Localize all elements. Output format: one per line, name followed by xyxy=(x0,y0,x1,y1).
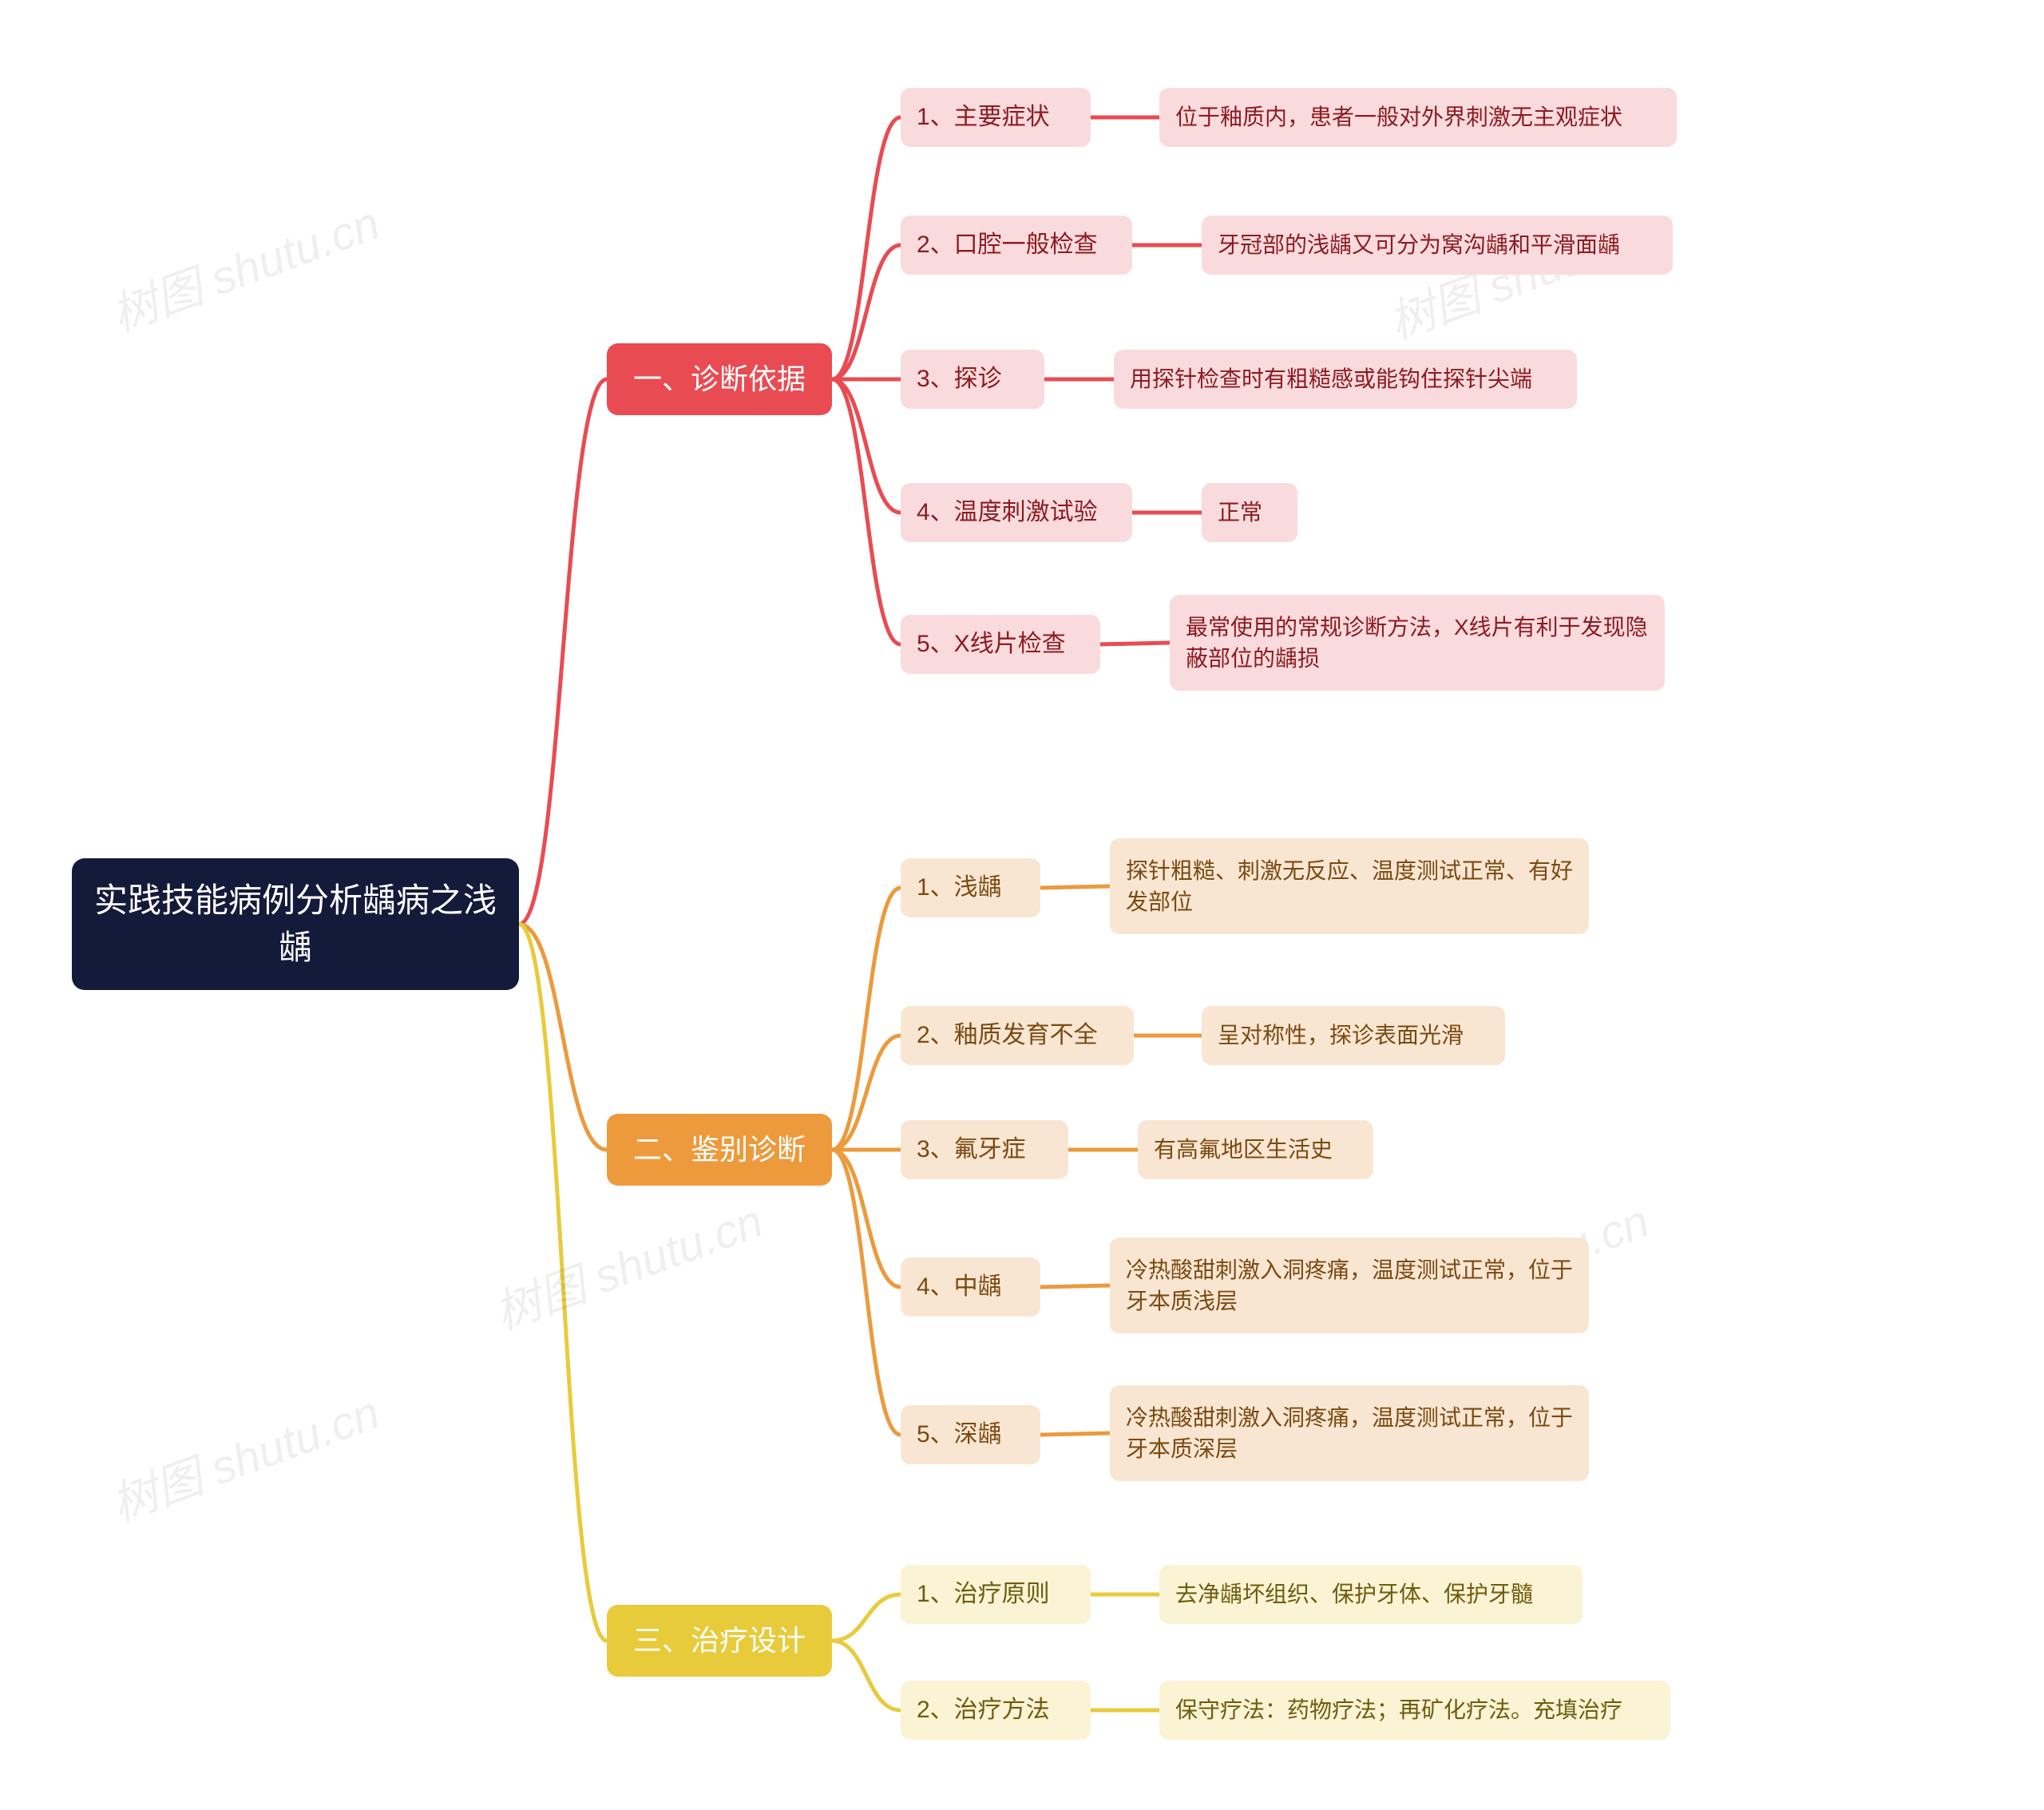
level2-node: 3、探诊 xyxy=(901,350,1044,409)
level2-node: 1、治疗原则 xyxy=(901,1565,1091,1624)
level3-node: 用探针检查时有粗糙感或能钩住探针尖端 xyxy=(1114,350,1577,409)
level2-node: 2、釉质发育不全 xyxy=(901,1006,1134,1065)
watermark: 树图 shutu.cn xyxy=(101,185,387,344)
level2-node: 4、温度刺激试验 xyxy=(901,483,1132,542)
level2-node: 1、浅龋 xyxy=(901,858,1040,917)
watermark: 树图 shutu.cn xyxy=(101,1375,387,1534)
level3-node: 呈对称性，探诊表面光滑 xyxy=(1202,1006,1505,1065)
branch-node: 二、鉴别诊断 xyxy=(607,1114,832,1186)
level2-node: 5、X线片检查 xyxy=(901,615,1100,674)
level2-node: 4、中龋 xyxy=(901,1257,1040,1317)
level3-node: 冷热酸甜刺激入洞疼痛，温度测试正常，位于牙本质深层 xyxy=(1110,1385,1589,1481)
level3-node: 去净龋坏组织、保护牙体、保护牙髓 xyxy=(1159,1565,1583,1624)
level2-node: 1、主要症状 xyxy=(901,88,1091,147)
level3-node: 冷热酸甜刺激入洞疼痛，温度测试正常，位于牙本质浅层 xyxy=(1110,1238,1589,1333)
level3-node: 保守疗法：药物疗法；再矿化疗法。充填治疗 xyxy=(1159,1681,1670,1740)
level2-node: 2、治疗方法 xyxy=(901,1681,1091,1740)
branch-node: 三、治疗设计 xyxy=(607,1605,832,1677)
level3-node: 有高氟地区生活史 xyxy=(1138,1120,1373,1179)
level3-node: 最常使用的常规诊断方法，X线片有利于发现隐蔽部位的龋损 xyxy=(1170,595,1665,691)
watermark: 树图 shutu.cn xyxy=(484,1183,770,1342)
level3-node: 探针粗糙、刺激无反应、温度测试正常、有好发部位 xyxy=(1110,838,1589,934)
level2-node: 3、氟牙症 xyxy=(901,1120,1068,1179)
level3-node: 位于釉质内，患者一般对外界刺激无主观症状 xyxy=(1159,88,1677,147)
root-node: 实践技能病例分析龋病之浅龋 xyxy=(72,858,519,990)
mindmap-stage: 实践技能病例分析龋病之浅龋树图 shutu.cn树图 shutu.cn树图 sh… xyxy=(0,0,2044,1810)
level2-node: 2、口腔一般检查 xyxy=(901,216,1132,275)
level3-node: 正常 xyxy=(1202,483,1297,542)
level2-node: 5、深龋 xyxy=(901,1405,1040,1464)
level3-node: 牙冠部的浅龋又可分为窝沟龋和平滑面龋 xyxy=(1202,216,1673,275)
branch-node: 一、诊断依据 xyxy=(607,343,832,415)
